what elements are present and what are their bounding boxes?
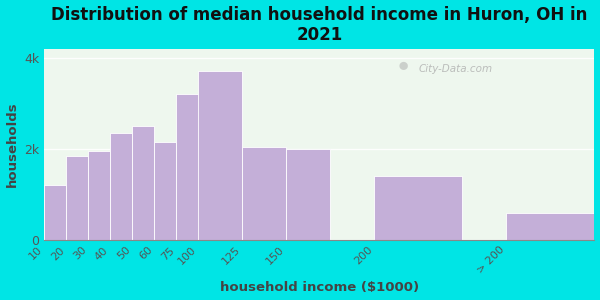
Bar (198, 71, 242, 240)
Bar (176, 94, 209, 240)
Bar (242, 147, 286, 240)
Bar (110, 133, 132, 240)
Text: City-Data.com: City-Data.com (418, 64, 493, 74)
Bar (44, 185, 66, 240)
Title: Distribution of median household income in Huron, OH in
2021: Distribution of median household income … (51, 6, 587, 44)
Bar (506, 213, 595, 240)
Text: ⬤: ⬤ (399, 61, 409, 70)
Bar (286, 149, 330, 240)
Bar (88, 151, 110, 240)
Bar (154, 142, 176, 240)
Y-axis label: households: households (5, 101, 19, 187)
X-axis label: household income ($1000): household income ($1000) (220, 281, 419, 294)
Bar (374, 176, 463, 240)
Bar (132, 126, 154, 240)
Bar (66, 156, 88, 240)
